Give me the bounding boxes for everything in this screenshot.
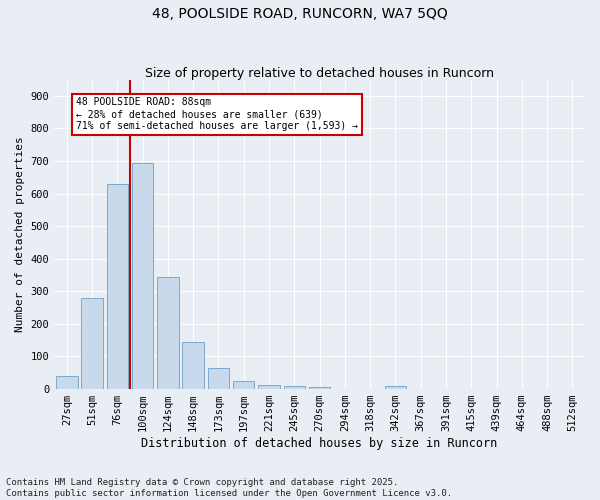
X-axis label: Distribution of detached houses by size in Runcorn: Distribution of detached houses by size … bbox=[142, 437, 498, 450]
Title: Size of property relative to detached houses in Runcorn: Size of property relative to detached ho… bbox=[145, 66, 494, 80]
Y-axis label: Number of detached properties: Number of detached properties bbox=[15, 136, 25, 332]
Bar bbox=[284, 386, 305, 389]
Bar bbox=[385, 386, 406, 389]
Bar bbox=[107, 184, 128, 389]
Bar bbox=[157, 276, 179, 389]
Bar bbox=[56, 376, 77, 389]
Text: 48, POOLSIDE ROAD, RUNCORN, WA7 5QQ: 48, POOLSIDE ROAD, RUNCORN, WA7 5QQ bbox=[152, 8, 448, 22]
Text: Contains HM Land Registry data © Crown copyright and database right 2025.
Contai: Contains HM Land Registry data © Crown c… bbox=[6, 478, 452, 498]
Bar bbox=[309, 388, 331, 389]
Bar bbox=[182, 342, 204, 389]
Bar bbox=[233, 381, 254, 389]
Bar bbox=[82, 298, 103, 389]
Bar bbox=[132, 162, 154, 389]
Bar bbox=[258, 385, 280, 389]
Bar bbox=[208, 368, 229, 389]
Text: 48 POOLSIDE ROAD: 88sqm
← 28% of detached houses are smaller (639)
71% of semi-d: 48 POOLSIDE ROAD: 88sqm ← 28% of detache… bbox=[76, 98, 358, 130]
